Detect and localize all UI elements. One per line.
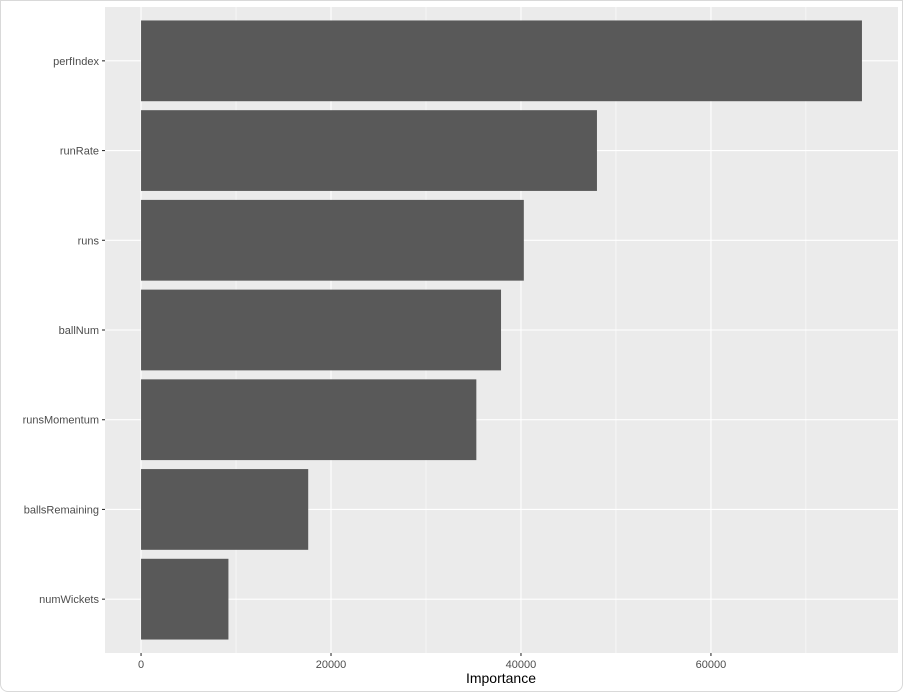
x-tick-label: 60000 [696,659,727,671]
y-tick-label: runRate [60,146,99,158]
bar-ballNum [141,289,502,371]
x-tick-label: 20000 [316,659,347,671]
bar-runs [141,199,524,281]
y-tick-label: ballNum [59,325,99,337]
x-axis: 0 20000 40000 60000 [138,653,726,671]
y-tick-label: numWickets [39,594,99,606]
y-tick-label: runs [78,235,100,247]
y-tick-label: runsMomentum [23,415,99,427]
bars [141,20,862,640]
x-tick-label: 40000 [506,659,537,671]
y-tick-label: ballsRemaining [24,504,99,516]
bar-perfIndex [141,20,862,102]
bar-ballsRemaining [141,469,309,550]
x-tick-label: 0 [138,659,144,671]
bar-numWickets [141,558,229,640]
bar-runRate [141,110,597,191]
y-axis: perfIndex runRate runs ballNum runsMomentum b… [23,56,105,606]
y-tick-label: perfIndex [53,56,99,68]
x-axis-title: Importance [466,670,536,686]
bar-runsMomentum [141,379,477,461]
